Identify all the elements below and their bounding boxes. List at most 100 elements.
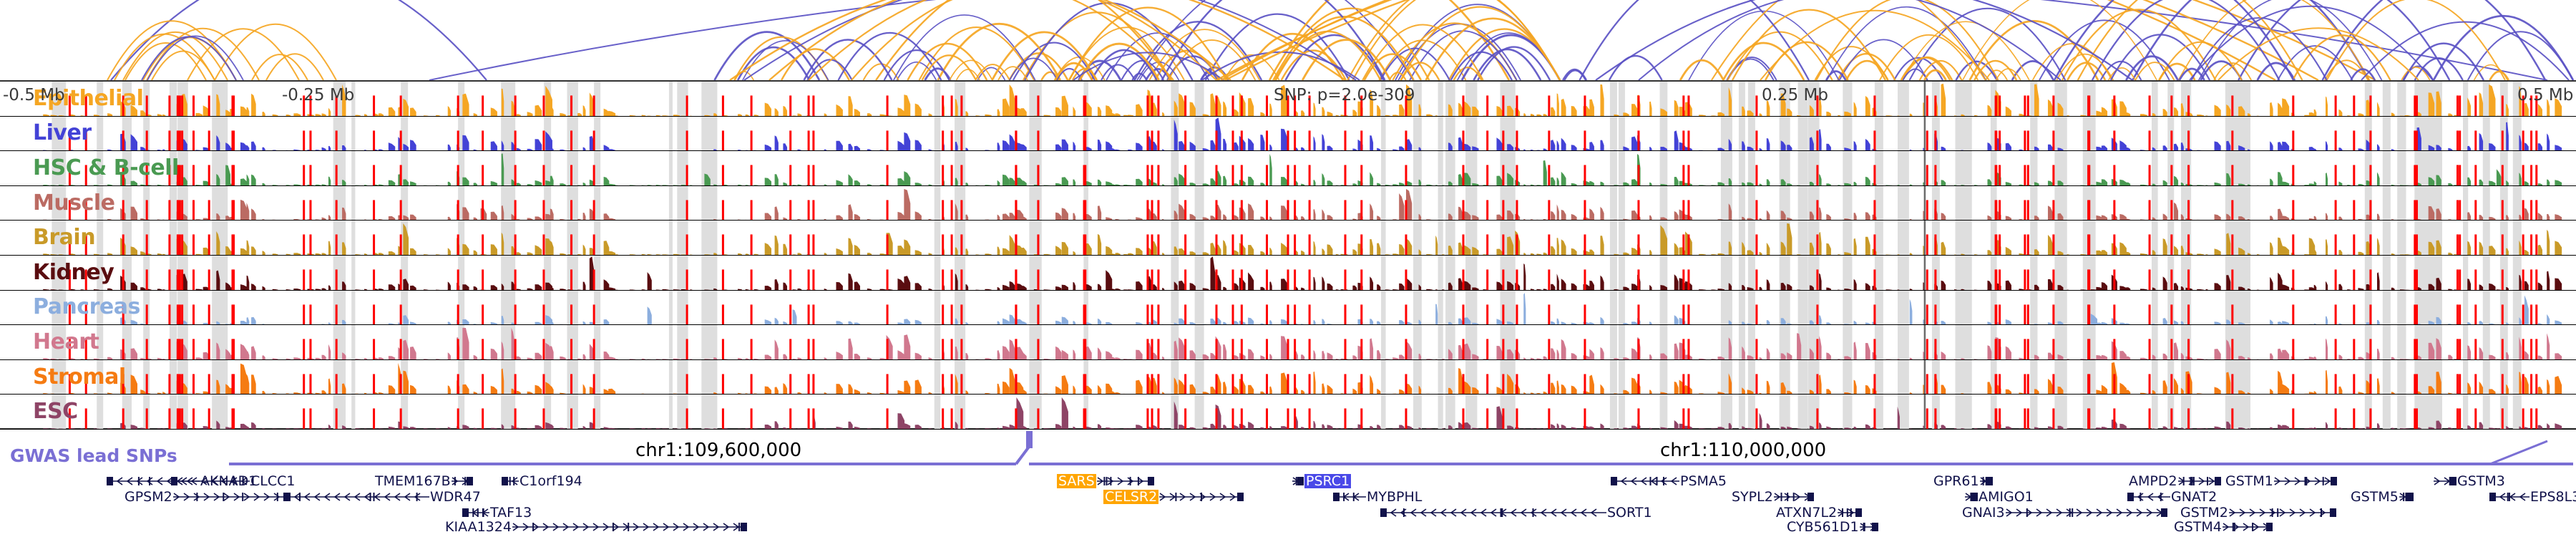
- gene-item[interactable]: CYB561D1: [1787, 520, 1879, 534]
- gene-label: PSRC1: [1304, 473, 1352, 489]
- snp-marker-lines: [68, 151, 2538, 185]
- gene-label: ATXN7L2: [1776, 505, 1838, 521]
- signal-histogram: [43, 223, 2562, 255]
- gene-item[interactable]: SORT1: [1380, 505, 1652, 520]
- gene-label: GNAT2: [2171, 489, 2218, 505]
- gene-model: [2127, 490, 2171, 504]
- gene-label: SARS: [1057, 473, 1096, 489]
- gene-label: TMEM167B: [375, 473, 451, 489]
- ruler-tick-label-plus-quarter: 0.25 Mb: [1762, 86, 1828, 105]
- gene-item[interactable]: SARS: [1057, 474, 1155, 488]
- gene-item[interactable]: TMEM167B: [375, 474, 474, 488]
- signal-histogram: [43, 83, 2562, 116]
- gene-model: [1292, 474, 1304, 488]
- gene-label: SORT1: [1607, 505, 1652, 521]
- gene-item[interactable]: GSTM4: [2174, 520, 2273, 534]
- gwas-lead-snps-label: GWAS lead SNPs: [10, 445, 177, 466]
- gene-item[interactable]: GPR61: [1933, 474, 1994, 488]
- gene-item[interactable]: GSTM3: [2433, 474, 2505, 488]
- gene-model: [2489, 490, 2530, 504]
- gene-item[interactable]: PSRC1: [1292, 473, 1352, 489]
- gene-label: C1orf194: [519, 473, 582, 489]
- gwas-lead-snp-row: GWAS lead SNPs chr1:109,600,000 chr1:110…: [0, 430, 2576, 471]
- gene-item[interactable]: AMPD2: [2129, 474, 2222, 488]
- signal-histogram: [43, 117, 2562, 151]
- gene-item[interactable]: TAF13: [462, 505, 532, 520]
- gene-label: EPS8L3: [2530, 489, 2576, 505]
- gene-label: PSMA5: [1680, 473, 1727, 489]
- gene-label: GPSM2: [125, 489, 172, 505]
- gene-item[interactable]: GSTM2: [2180, 505, 2337, 520]
- gene-item[interactable]: C1orf194: [501, 474, 582, 488]
- gwas-connector-svg: [229, 431, 2573, 465]
- track-pancreas[interactable]: Pancreas: [0, 290, 2576, 326]
- gene-label: MYBPHL: [1367, 489, 1423, 505]
- gene-item[interactable]: GPSM2: [125, 490, 291, 504]
- gene-model: [512, 520, 748, 534]
- track-stromal[interactable]: Stromal: [0, 359, 2576, 395]
- gene-model: [2228, 505, 2337, 520]
- region-shading: [52, 116, 2522, 151]
- ruler-tick-label-right: 0.5 Mb: [2517, 86, 2574, 105]
- gene-model: [2399, 490, 2414, 504]
- gene-model: [2177, 474, 2222, 488]
- gene-item[interactable]: GSTM1: [2225, 474, 2338, 488]
- snp-marker-lines: [68, 255, 2538, 290]
- track-brain[interactable]: Brain: [0, 221, 2576, 256]
- track-esc[interactable]: ESC: [0, 395, 2576, 430]
- gene-model: [1964, 490, 1979, 504]
- gene-model: [1158, 490, 1244, 504]
- snp-marker-lines: [68, 395, 2538, 429]
- track-heart[interactable]: Heart: [0, 325, 2576, 360]
- gene-model: [2005, 505, 2168, 520]
- gene-label: GSTM2: [2180, 505, 2228, 521]
- gene-model: [2273, 474, 2338, 488]
- snp-marker-lines: [68, 325, 2538, 359]
- gene-model: [1332, 490, 1367, 504]
- gene-label: CLCC1: [250, 473, 296, 489]
- gene-label: TAF13: [490, 505, 532, 521]
- gene-item[interactable]: ATXN7L2: [1776, 505, 1863, 520]
- snp-marker-lines: [68, 221, 2538, 255]
- gene-item[interactable]: EPS8L3: [2489, 490, 2576, 504]
- track-muscle[interactable]: Muscle: [0, 185, 2576, 221]
- snp-marker-lines: [68, 185, 2538, 221]
- gene-item[interactable]: AMIGO1: [1964, 490, 2034, 504]
- gene-label: AMPD2: [2129, 473, 2177, 489]
- gene-model: [2433, 474, 2457, 488]
- gene-item[interactable]: GSTM5: [2351, 490, 2414, 504]
- snp-marker-lines: [68, 290, 2538, 325]
- track-liver[interactable]: Liver: [0, 116, 2576, 152]
- gene-item[interactable]: GNAT2: [2127, 490, 2217, 504]
- gene-model: [462, 505, 490, 520]
- coordinate-label-right: chr1:110,000,000: [1660, 440, 1827, 461]
- ruler-tick-label-minus-quarter: -0.25 Mb: [282, 86, 355, 105]
- gene-item[interactable]: GNAI3: [1962, 505, 2168, 520]
- gene-label: GSTM3: [2457, 473, 2505, 489]
- track-epithelial[interactable]: Epithelial: [0, 82, 2576, 117]
- track-kidney[interactable]: Kidney: [0, 255, 2576, 291]
- track-hsc-bcell[interactable]: HSC & B-cell: [0, 151, 2576, 186]
- gene-label: SYPL2: [1732, 489, 1773, 505]
- snp-marker-lines: [68, 82, 2538, 116]
- gene-label: CELSR2: [1103, 489, 1159, 505]
- gene-label: GNAI3: [1962, 505, 2005, 521]
- arc-svg: [107, 0, 2575, 80]
- gene-label: GPR61: [1933, 473, 1979, 489]
- gene-item[interactable]: KIAA1324: [445, 520, 748, 534]
- gene-model: [1380, 505, 1607, 520]
- gene-item[interactable]: SYPL2: [1732, 490, 1815, 504]
- gene-model: [283, 490, 430, 504]
- gene-model: [1979, 474, 1994, 488]
- gene-item[interactable]: WDR47: [283, 490, 481, 504]
- gene-label: GSTM5: [2351, 489, 2399, 505]
- gene-model: [172, 490, 291, 504]
- gene-item[interactable]: MYBPHL: [1332, 490, 1422, 504]
- gene-item[interactable]: CLCC1: [170, 474, 295, 488]
- gene-item[interactable]: CELSR2: [1103, 490, 1244, 504]
- snp-marker-lines: [68, 116, 2538, 151]
- gene-item[interactable]: PSMA5: [1610, 474, 1727, 488]
- gene-model: [1859, 520, 1879, 534]
- snp-pvalue-annotation: SNP: p=2.0e-309: [1274, 86, 1415, 105]
